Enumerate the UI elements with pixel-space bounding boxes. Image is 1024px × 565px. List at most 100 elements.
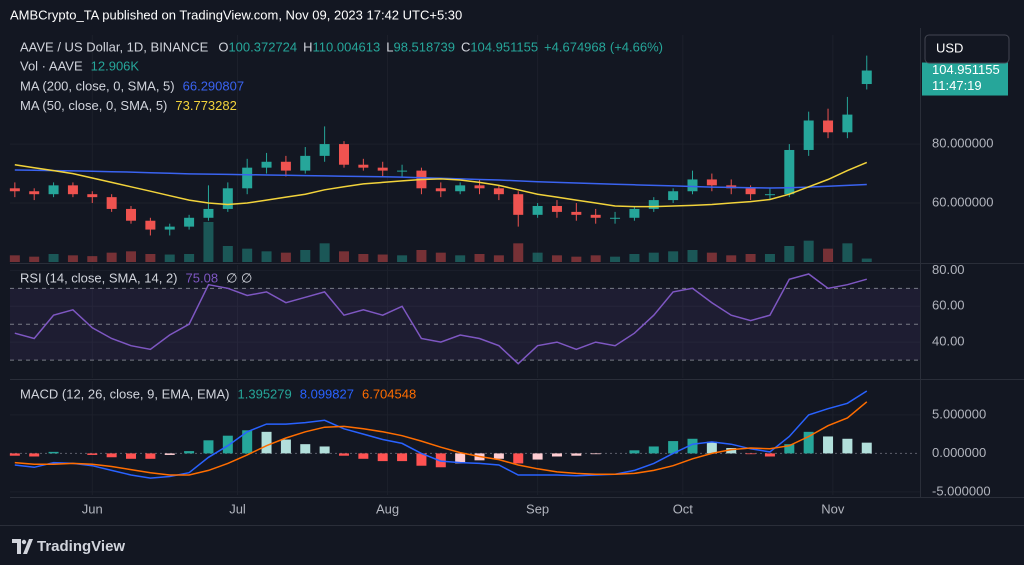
volume-bar — [861, 258, 872, 262]
volume-bar — [280, 252, 291, 262]
header: AMBCrypto_TA published on TradingView.co… — [10, 7, 462, 22]
candle-body — [164, 226, 175, 230]
candle-body — [377, 167, 388, 171]
x-tick-label: Sep — [526, 501, 549, 516]
last-price-box — [922, 62, 1008, 96]
candle-body — [145, 220, 156, 230]
y-tick-label: 5.000000 — [932, 406, 986, 421]
macd-histogram-bar — [164, 453, 175, 455]
volume-bar — [668, 251, 679, 262]
volume-bar — [629, 254, 640, 262]
candle-body — [242, 167, 253, 189]
change-value: +4.674968 — [544, 39, 606, 54]
currency-button-label[interactable]: USD — [936, 40, 963, 55]
macd-histogram-bar — [493, 453, 504, 459]
candle-body — [648, 200, 659, 209]
volume-bar — [164, 254, 175, 262]
ma-label: MA (50, close, 0, SMA, 5) — [20, 98, 167, 113]
ohlc-value: 110.004613 — [313, 39, 381, 54]
candle-body — [590, 214, 601, 218]
candle-body — [571, 211, 582, 215]
candle-body — [67, 185, 78, 195]
candle-body — [261, 161, 272, 168]
volume-bar — [513, 243, 524, 262]
last-price-label: 104.951155 — [932, 62, 1000, 77]
volume-bar — [184, 254, 195, 262]
macd-histogram-bar — [300, 444, 311, 454]
text-layer: 80.000000 60.000000 80.00 60.00 40.00 5.00000… — [20, 39, 1008, 516]
symbol-title: AAVE / US Dollar, 1D, BINANCE — [20, 39, 209, 54]
candle-body — [493, 188, 504, 195]
candle-body — [87, 194, 98, 198]
candle-body — [629, 208, 640, 218]
macd-histogram-bar — [261, 431, 272, 454]
x-tick-label: Jun — [82, 501, 103, 516]
volume-bar — [532, 252, 543, 262]
candle-body — [435, 188, 446, 192]
candle-body — [203, 208, 214, 218]
volume-bar — [706, 252, 717, 262]
macd-histogram-bar — [126, 453, 137, 459]
macd-histogram-bar — [784, 444, 795, 454]
candle-body — [106, 197, 117, 209]
candle-body — [668, 191, 679, 201]
signal-value: 6.704548 — [362, 386, 416, 401]
candle-body — [48, 185, 59, 195]
macd-histogram-bar — [242, 430, 253, 454]
volume-bar — [377, 254, 388, 262]
candle-body — [687, 179, 698, 192]
moving-average-line — [14, 161, 868, 208]
candle-body — [9, 188, 20, 192]
macd-histogram-bar — [222, 435, 233, 454]
brand-icon-dot — [21, 539, 27, 545]
ohlc-letter: O — [218, 39, 228, 54]
macd-histogram-bar — [280, 439, 291, 454]
x-tick-label: Oct — [673, 501, 694, 516]
rsi-band-fill — [10, 288, 920, 361]
candle-body — [222, 188, 233, 209]
volume-bar — [29, 256, 40, 262]
volume-value: 12.906K — [91, 58, 140, 73]
macd-histogram-bar — [48, 451, 59, 454]
macd-histogram-bar — [668, 441, 679, 454]
volume-bar — [745, 254, 756, 262]
volume-bar — [435, 252, 446, 262]
ohlc-value: 98.518739 — [393, 39, 454, 54]
volume-bar — [242, 248, 253, 262]
macd-histogram-bar — [803, 431, 814, 454]
macd-histogram-bar — [629, 450, 640, 454]
candle-body — [29, 191, 40, 195]
histogram-value: 1.395279 — [238, 386, 292, 401]
rsi-extra: ∅ ∅ — [226, 270, 252, 285]
candle-body — [184, 217, 195, 227]
candle-body — [784, 149, 795, 195]
volume-bar — [416, 250, 427, 262]
macd-histogram-bar — [823, 436, 834, 454]
candle-body — [300, 155, 311, 171]
macd-histogram-bar — [513, 453, 524, 464]
y-tick-label: 40.00 — [932, 334, 965, 349]
signal-line — [14, 401, 868, 476]
macd-histogram-bar — [726, 448, 737, 454]
volume-bar — [842, 243, 853, 262]
macd-histogram-bar — [203, 440, 214, 454]
candle-body — [842, 114, 853, 133]
candle-body — [610, 217, 621, 219]
macd-histogram-bar — [106, 453, 117, 458]
brand-icon — [12, 539, 33, 554]
macd-histogram-bar — [648, 446, 659, 454]
brand-logo — [12, 539, 33, 554]
macd-histogram-bar — [397, 453, 408, 462]
currency-button[interactable] — [924, 34, 1010, 64]
volume-bar — [319, 243, 330, 262]
volume-bar — [67, 255, 78, 262]
y-tick-label: 80.000000 — [932, 136, 993, 151]
volume-bar — [455, 255, 466, 262]
macd-histogram-bar — [706, 441, 717, 454]
candle-body — [823, 120, 834, 133]
change-percent: (+4.66%) — [610, 39, 663, 54]
macd-histogram-bar — [455, 453, 466, 464]
ohlc-letter: C — [461, 39, 470, 54]
macd-histogram-bar — [687, 438, 698, 454]
